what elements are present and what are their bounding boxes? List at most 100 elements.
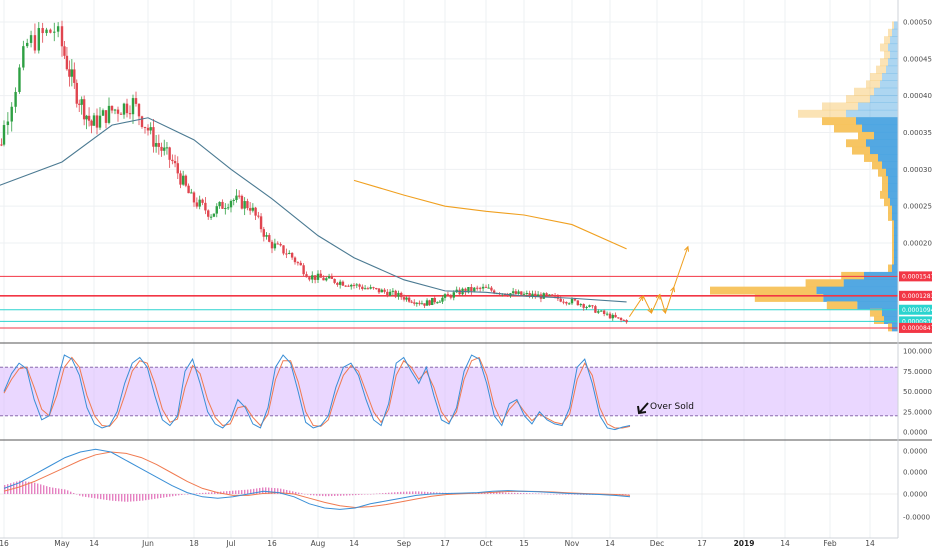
price-axis-label: 0.0002500 (903, 203, 932, 211)
candle-down (60, 26, 64, 47)
stochastic-panel[interactable] (0, 354, 898, 431)
macd-panel[interactable] (0, 448, 898, 510)
macd-histogram-bar (124, 494, 126, 502)
candle-up (611, 314, 614, 319)
volume-profile-bar (854, 87, 874, 96)
macd-histogram-bar (211, 492, 213, 494)
candle-down (565, 302, 568, 304)
candle-down (140, 116, 144, 127)
candle-down (137, 103, 141, 117)
macd-histogram-bar (76, 494, 78, 495)
candle-down (553, 295, 557, 297)
macd-histogram-bar (436, 492, 438, 494)
candle-down (418, 302, 421, 304)
macd-histogram-bar (523, 493, 525, 494)
candle-down (608, 313, 612, 319)
volume-profile-bar (882, 73, 898, 81)
price-axis-label: 0.0003000 (903, 166, 932, 174)
candle-down (128, 113, 132, 115)
candle-up (531, 293, 534, 297)
volume-profile-bar (834, 124, 862, 133)
candle-up (131, 98, 135, 115)
macd-axis-label: 0.0000 (903, 491, 928, 499)
macd-histogram-bar (247, 489, 249, 494)
candle-up (215, 206, 218, 214)
macd-histogram-bar (115, 494, 117, 502)
volume-profile-bar (894, 235, 898, 243)
macd-histogram-bar (319, 494, 321, 496)
candle-down (259, 216, 263, 230)
volume-profile-bar (878, 154, 898, 162)
macd-histogram-bar (64, 489, 66, 494)
volume-profile-bar (852, 146, 870, 155)
macd-histogram-bar (253, 488, 255, 494)
volume-profile-bar (870, 146, 898, 155)
candle-down (520, 291, 523, 295)
volume-profile-bar (888, 323, 892, 332)
candle-up (363, 288, 367, 290)
time-axis-label: 14 (89, 539, 99, 548)
candle-up (224, 208, 227, 210)
candle-up (443, 294, 447, 298)
macd-histogram-bar (148, 494, 150, 500)
forecast-arrow-segment (664, 287, 675, 314)
volume-profile-bar (826, 301, 858, 310)
candle-up (218, 201, 221, 207)
volume-profile-bar (892, 242, 894, 251)
macd-histogram-bar (550, 493, 552, 495)
time-axis-label: 17 (440, 539, 450, 548)
volume-profile-bar (894, 249, 898, 258)
candle-down (204, 202, 207, 211)
candle-down (238, 195, 241, 197)
candle-down (433, 297, 436, 303)
macd-axis-label: -0.0000 (903, 514, 930, 522)
macd-histogram-bar (82, 494, 84, 497)
volume-profile-bar (886, 168, 898, 177)
candle-up (154, 143, 158, 147)
candle-down (41, 28, 44, 34)
stochastic-k-line (3, 354, 631, 431)
macd-histogram-bar (229, 490, 231, 494)
macd-histogram-bar (490, 492, 492, 494)
candle-down (383, 289, 386, 292)
candle-up (588, 305, 591, 308)
candle-down (276, 243, 279, 245)
time-axis-label: 16 (267, 539, 277, 548)
candle-up (212, 213, 216, 217)
candle-down (490, 287, 493, 291)
time-axis-label: Dec (650, 539, 665, 548)
candle-up (232, 199, 235, 201)
moving-average-slow-line (353, 179, 627, 250)
price-level-label: 0.0001283 (902, 293, 932, 300)
volume-profile-bar (892, 227, 894, 236)
volume-profile-bar (878, 168, 886, 177)
macd-histogram-bar (493, 492, 495, 494)
time-axis-label: Feb (823, 539, 837, 548)
macd-histogram-bar (109, 494, 111, 501)
macd-histogram-bar (541, 493, 543, 495)
candle-down (254, 207, 257, 216)
candle-up (273, 243, 277, 249)
macd-histogram-bar (265, 487, 267, 494)
candle-up (511, 291, 515, 294)
volume-profile-bar (888, 190, 898, 199)
candle-down (78, 103, 81, 105)
candle-up (425, 300, 429, 306)
candle-up (92, 115, 96, 126)
candle-up (467, 287, 470, 293)
candle-up (14, 91, 17, 107)
price-level-label: 0.0001547 (902, 274, 932, 281)
price-level-label: 0.0000847 (902, 325, 932, 332)
candle-down (221, 201, 224, 209)
macd-histogram-bar (277, 488, 279, 494)
candle-up (430, 297, 434, 306)
macd-histogram-bar (526, 493, 528, 494)
macd-histogram-bar (376, 493, 378, 495)
candle-down (171, 159, 174, 162)
volume-profile-bar (888, 205, 892, 214)
macd-histogram-bar (304, 493, 306, 495)
volume-profile-bar (890, 36, 898, 45)
candle-down (619, 317, 623, 320)
price-panel[interactable] (0, 20, 898, 332)
